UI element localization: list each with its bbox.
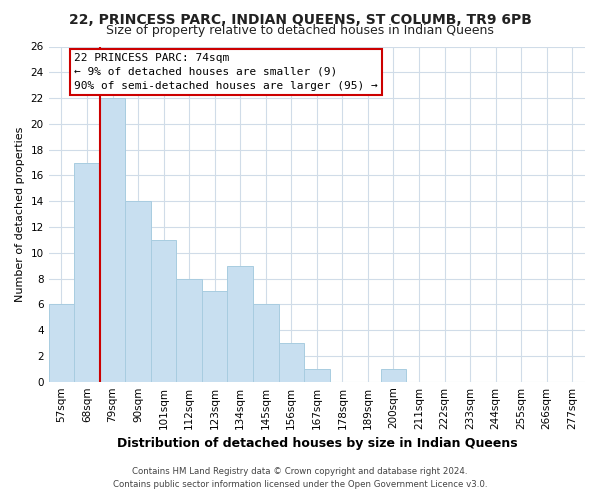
Text: 22, PRINCESS PARC, INDIAN QUEENS, ST COLUMB, TR9 6PB: 22, PRINCESS PARC, INDIAN QUEENS, ST COL… [68, 12, 532, 26]
Bar [176, 278, 202, 382]
Bar [227, 266, 253, 382]
Bar [202, 292, 227, 382]
Bar [151, 240, 176, 382]
Text: 22 PRINCESS PARC: 74sqm
← 9% of detached houses are smaller (9)
90% of semi-deta: 22 PRINCESS PARC: 74sqm ← 9% of detached… [74, 53, 378, 91]
Bar [380, 369, 406, 382]
Text: Size of property relative to detached houses in Indian Queens: Size of property relative to detached ho… [106, 24, 494, 37]
Bar [74, 162, 100, 382]
Bar [253, 304, 278, 382]
Bar [304, 369, 329, 382]
Bar [49, 304, 74, 382]
Bar [125, 201, 151, 382]
Bar [278, 343, 304, 382]
X-axis label: Distribution of detached houses by size in Indian Queens: Distribution of detached houses by size … [116, 437, 517, 450]
Text: Contains HM Land Registry data © Crown copyright and database right 2024.
Contai: Contains HM Land Registry data © Crown c… [113, 467, 487, 489]
Bar [100, 98, 125, 382]
Y-axis label: Number of detached properties: Number of detached properties [15, 126, 25, 302]
